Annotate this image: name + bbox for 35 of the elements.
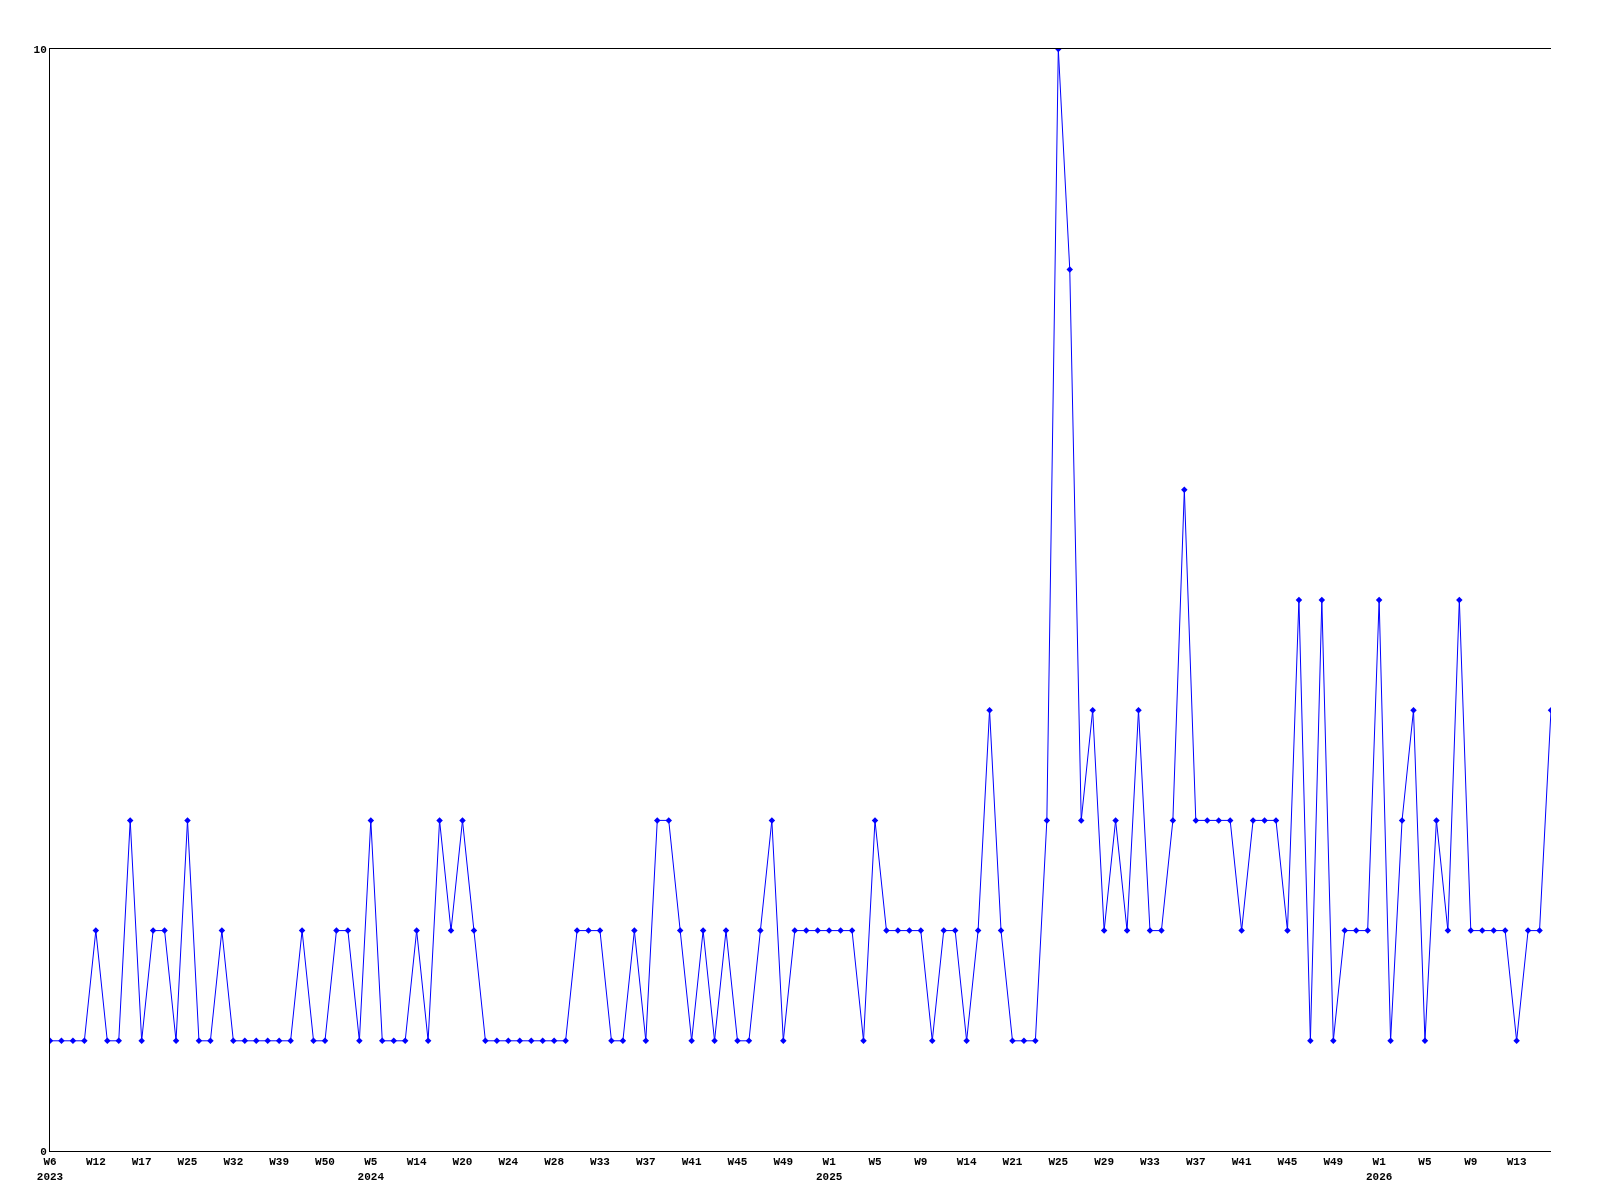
x-tick-label: W45	[727, 1156, 748, 1169]
x-tick-label: W21	[1002, 1156, 1023, 1169]
x-tick-label: W32	[223, 1156, 244, 1169]
y-tick-label: 0	[40, 1145, 47, 1158]
x-tick-label: W5	[1418, 1156, 1432, 1169]
x-tick-label: W13	[1506, 1156, 1527, 1169]
x-tick-label: W49	[1323, 1156, 1344, 1169]
x-tick-label: W41	[681, 1156, 702, 1169]
x-tick-label: W45	[1277, 1156, 1298, 1169]
x-tick-label: W41	[1231, 1156, 1252, 1169]
x-tick-label: W28	[544, 1156, 565, 1169]
y-tick-label: 10	[33, 43, 47, 56]
x-tick-label: W1 2025	[815, 1156, 843, 1183]
x-tick-label: W5	[868, 1156, 882, 1169]
x-tick-label: W20	[452, 1156, 473, 1169]
x-tick-label: W29	[1094, 1156, 1115, 1169]
x-tick-label: W37	[1185, 1156, 1206, 1169]
x-tick-label: W9	[914, 1156, 928, 1169]
x-tick-label: W1 2026	[1365, 1156, 1393, 1183]
x-tick-label: W24	[498, 1156, 519, 1169]
x-tick-label: W12	[85, 1156, 106, 1169]
x-tick-label: W33	[1140, 1156, 1161, 1169]
x-tick-label: W9	[1464, 1156, 1478, 1169]
x-tick-label: W17	[131, 1156, 152, 1169]
x-tick-label: W5 2024	[357, 1156, 385, 1183]
x-tick-label: W39	[269, 1156, 290, 1169]
x-tick-label: W25	[177, 1156, 198, 1169]
x-tick-label: W49	[773, 1156, 794, 1169]
x-tick-label: W14	[406, 1156, 427, 1169]
x-tick-label: W33	[590, 1156, 611, 1169]
x-tick-label: W14	[956, 1156, 977, 1169]
x-tick-label: W37	[635, 1156, 656, 1169]
x-tick-label: W25	[1048, 1156, 1069, 1169]
x-tick-label: W6 2023	[36, 1156, 64, 1183]
x-tick-label: W50	[315, 1156, 335, 1169]
